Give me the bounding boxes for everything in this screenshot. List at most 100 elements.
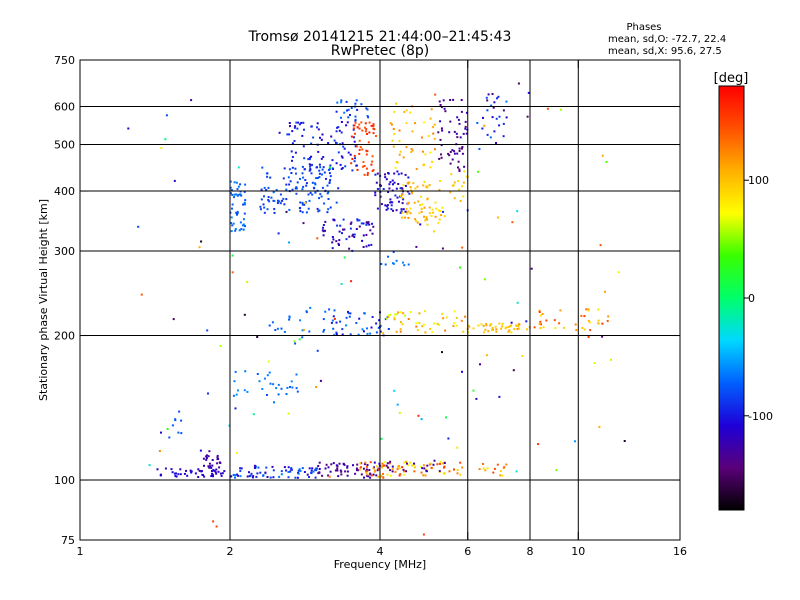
- data-point: [385, 317, 388, 320]
- data-point: [319, 166, 322, 169]
- data-point: [366, 174, 369, 176]
- data-point: [336, 224, 339, 227]
- data-point: [545, 319, 548, 322]
- x-tick-label: 4: [377, 545, 384, 558]
- data-point: [316, 237, 319, 240]
- data-point: [363, 463, 366, 466]
- data-point: [308, 467, 311, 470]
- data-point: [337, 126, 340, 129]
- data-point: [363, 165, 366, 167]
- data-point: [265, 466, 268, 469]
- data-point: [266, 374, 269, 377]
- data-point: [266, 175, 269, 178]
- data-point: [267, 360, 270, 363]
- data-point: [434, 93, 437, 96]
- data-point: [461, 146, 464, 148]
- data-point: [461, 152, 464, 155]
- data-point: [428, 463, 431, 466]
- data-point: [326, 211, 329, 214]
- data-point: [343, 256, 346, 259]
- data-point: [349, 333, 352, 336]
- data-point: [402, 312, 405, 315]
- data-point: [355, 322, 358, 324]
- data-point: [442, 210, 444, 213]
- data-point: [246, 280, 249, 283]
- colorbar-tick-label: 0: [748, 292, 755, 305]
- data-point: [431, 331, 434, 334]
- data-point: [429, 151, 432, 154]
- data-point: [422, 184, 425, 187]
- data-point: [382, 188, 385, 190]
- data-point: [287, 476, 290, 479]
- data-point: [301, 134, 304, 137]
- data-point: [316, 177, 319, 179]
- data-point: [444, 329, 447, 332]
- data-point: [366, 108, 369, 111]
- data-point: [289, 180, 292, 183]
- data-point: [401, 193, 404, 196]
- data-point: [301, 165, 304, 168]
- data-point: [338, 244, 340, 246]
- data-point: [489, 136, 492, 139]
- data-point: [377, 326, 380, 329]
- data-point: [303, 157, 306, 160]
- data-point: [328, 166, 331, 169]
- data-point: [495, 117, 498, 120]
- data-point: [343, 111, 346, 114]
- data-point: [234, 228, 237, 230]
- data-point: [345, 124, 348, 127]
- data-point: [220, 474, 223, 477]
- data-point: [256, 472, 259, 475]
- x-tick-label: 8: [527, 545, 534, 558]
- data-point: [387, 191, 390, 193]
- data-point: [327, 198, 330, 200]
- data-point: [516, 328, 519, 330]
- data-point: [438, 470, 441, 473]
- data-point: [332, 327, 335, 330]
- data-point: [389, 460, 392, 463]
- data-point: [366, 464, 369, 466]
- data-point: [267, 199, 270, 201]
- data-point: [360, 473, 363, 476]
- data-point: [279, 202, 282, 205]
- data-point: [305, 211, 308, 214]
- data-point: [358, 127, 361, 130]
- data-point: [507, 326, 510, 328]
- data-point: [354, 102, 357, 105]
- data-point: [517, 82, 520, 85]
- data-point: [346, 121, 349, 124]
- data-point: [412, 182, 415, 185]
- data-point: [322, 166, 325, 169]
- data-point: [246, 475, 249, 478]
- data-point: [382, 472, 384, 475]
- data-point: [395, 187, 398, 190]
- data-point: [302, 185, 305, 188]
- data-point: [340, 155, 343, 158]
- data-point: [393, 318, 396, 321]
- data-point: [538, 322, 541, 325]
- data-point: [232, 222, 235, 225]
- data-point: [601, 322, 604, 325]
- data-point: [599, 244, 602, 247]
- data-point: [360, 466, 362, 469]
- data-point: [243, 203, 246, 205]
- data-point: [486, 467, 489, 470]
- data-point: [380, 263, 383, 265]
- data-point: [323, 329, 326, 331]
- data-point: [170, 468, 173, 471]
- data-point: [298, 338, 301, 341]
- data-point: [253, 466, 256, 469]
- data-point: [387, 314, 390, 317]
- data-point: [148, 464, 151, 467]
- data-point: [496, 97, 498, 100]
- data-point: [424, 218, 427, 221]
- data-point: [419, 223, 422, 226]
- data-point: [456, 472, 459, 475]
- data-point: [354, 132, 356, 135]
- data-point: [243, 201, 246, 204]
- data-point: [414, 187, 417, 190]
- data-point: [318, 176, 321, 179]
- data-point: [238, 229, 241, 232]
- data-point: [507, 330, 510, 333]
- data-point: [242, 218, 245, 221]
